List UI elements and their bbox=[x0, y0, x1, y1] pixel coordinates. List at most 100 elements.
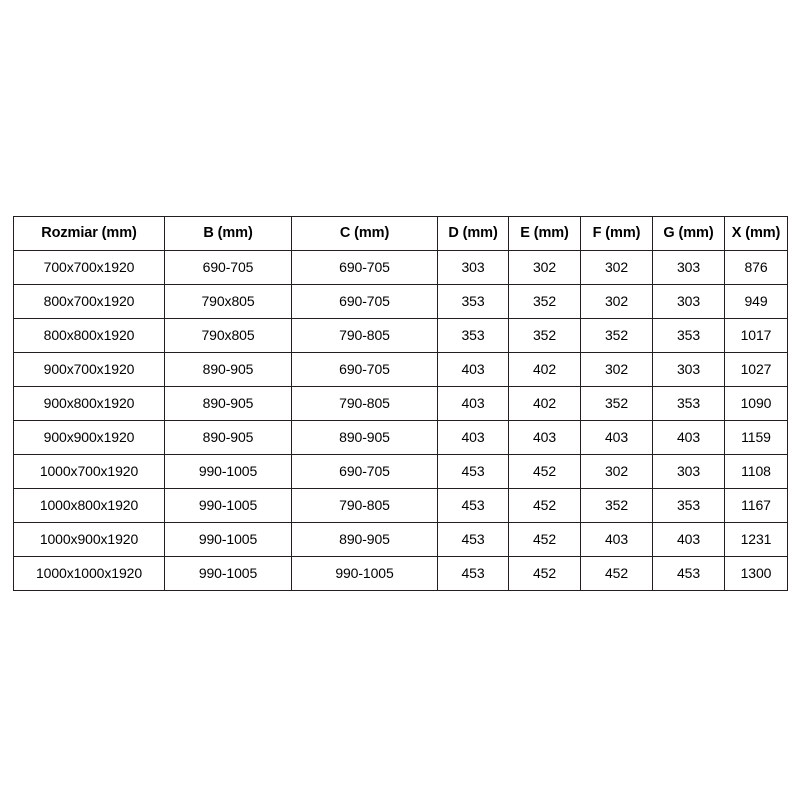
cell-g: 453 bbox=[652, 556, 725, 591]
cell-d: 453 bbox=[437, 454, 509, 489]
cell-g: 403 bbox=[652, 420, 725, 455]
column-header-c: C (mm) bbox=[291, 216, 438, 251]
table-row: 900x900x1920 890-905 890-905 403 403 403… bbox=[13, 420, 788, 455]
table-row: 1000x900x1920 990-1005 890-905 453 452 4… bbox=[13, 522, 788, 557]
cell-f: 352 bbox=[580, 386, 653, 421]
cell-b: 990-1005 bbox=[164, 488, 292, 523]
cell-rozmiar: 1000x1000x1920 bbox=[13, 556, 165, 591]
cell-b: 790x805 bbox=[164, 284, 292, 319]
cell-b: 990-1005 bbox=[164, 454, 292, 489]
cell-x: 1017 bbox=[724, 318, 788, 353]
cell-rozmiar: 900x700x1920 bbox=[13, 352, 165, 387]
column-header-x: X (mm) bbox=[724, 216, 788, 251]
column-header-f: F (mm) bbox=[580, 216, 653, 251]
specification-table-container: Rozmiar (mm) B (mm) C (mm) D (mm) E (mm)… bbox=[13, 216, 788, 591]
table-row: 900x800x1920 890-905 790-805 403 402 352… bbox=[13, 386, 788, 421]
cell-f: 302 bbox=[580, 250, 653, 285]
column-header-rozmiar: Rozmiar (mm) bbox=[13, 216, 165, 251]
cell-d: 353 bbox=[437, 318, 509, 353]
cell-e: 452 bbox=[508, 522, 581, 557]
table-header-row: Rozmiar (mm) B (mm) C (mm) D (mm) E (mm)… bbox=[13, 216, 788, 251]
cell-g: 303 bbox=[652, 250, 725, 285]
cell-c: 690-705 bbox=[291, 284, 438, 319]
cell-x: 1159 bbox=[724, 420, 788, 455]
column-header-b: B (mm) bbox=[164, 216, 292, 251]
cell-e: 352 bbox=[508, 318, 581, 353]
cell-g: 303 bbox=[652, 352, 725, 387]
cell-b: 690-705 bbox=[164, 250, 292, 285]
cell-f: 452 bbox=[580, 556, 653, 591]
cell-e: 452 bbox=[508, 454, 581, 489]
cell-f: 302 bbox=[580, 352, 653, 387]
cell-rozmiar: 800x700x1920 bbox=[13, 284, 165, 319]
cell-g: 403 bbox=[652, 522, 725, 557]
cell-rozmiar: 1000x800x1920 bbox=[13, 488, 165, 523]
cell-x: 949 bbox=[724, 284, 788, 319]
cell-d: 453 bbox=[437, 522, 509, 557]
cell-x: 1231 bbox=[724, 522, 788, 557]
cell-rozmiar: 900x900x1920 bbox=[13, 420, 165, 455]
specification-table: Rozmiar (mm) B (mm) C (mm) D (mm) E (mm)… bbox=[13, 216, 788, 591]
cell-f: 403 bbox=[580, 522, 653, 557]
cell-c: 690-705 bbox=[291, 352, 438, 387]
cell-g: 353 bbox=[652, 488, 725, 523]
cell-b: 890-905 bbox=[164, 352, 292, 387]
cell-f: 352 bbox=[580, 488, 653, 523]
cell-d: 403 bbox=[437, 352, 509, 387]
table-row: 1000x1000x1920 990-1005 990-1005 453 452… bbox=[13, 556, 788, 591]
cell-e: 452 bbox=[508, 556, 581, 591]
table-row: 1000x700x1920 990-1005 690-705 453 452 3… bbox=[13, 454, 788, 489]
cell-d: 303 bbox=[437, 250, 509, 285]
cell-d: 453 bbox=[437, 488, 509, 523]
column-header-d: D (mm) bbox=[437, 216, 509, 251]
table-row: 800x800x1920 790x805 790-805 353 352 352… bbox=[13, 318, 788, 353]
cell-c: 690-705 bbox=[291, 250, 438, 285]
cell-e: 452 bbox=[508, 488, 581, 523]
cell-b: 890-905 bbox=[164, 386, 292, 421]
cell-f: 302 bbox=[580, 284, 653, 319]
cell-c: 890-905 bbox=[291, 420, 438, 455]
cell-b: 790x805 bbox=[164, 318, 292, 353]
table-body: 700x700x1920 690-705 690-705 303 302 302… bbox=[13, 250, 788, 591]
table-row: 800x700x1920 790x805 690-705 353 352 302… bbox=[13, 284, 788, 319]
cell-b: 890-905 bbox=[164, 420, 292, 455]
table-row: 900x700x1920 890-905 690-705 403 402 302… bbox=[13, 352, 788, 387]
cell-c: 790-805 bbox=[291, 488, 438, 523]
cell-b: 990-1005 bbox=[164, 556, 292, 591]
cell-rozmiar: 900x800x1920 bbox=[13, 386, 165, 421]
cell-c: 790-805 bbox=[291, 386, 438, 421]
cell-e: 402 bbox=[508, 386, 581, 421]
cell-rozmiar: 1000x900x1920 bbox=[13, 522, 165, 557]
cell-rozmiar: 1000x700x1920 bbox=[13, 454, 165, 489]
cell-g: 303 bbox=[652, 284, 725, 319]
cell-e: 302 bbox=[508, 250, 581, 285]
cell-c: 790-805 bbox=[291, 318, 438, 353]
cell-x: 1300 bbox=[724, 556, 788, 591]
cell-g: 353 bbox=[652, 386, 725, 421]
cell-c: 690-705 bbox=[291, 454, 438, 489]
column-header-e: E (mm) bbox=[508, 216, 581, 251]
table-header: Rozmiar (mm) B (mm) C (mm) D (mm) E (mm)… bbox=[13, 216, 788, 251]
cell-x: 876 bbox=[724, 250, 788, 285]
cell-rozmiar: 700x700x1920 bbox=[13, 250, 165, 285]
cell-e: 402 bbox=[508, 352, 581, 387]
cell-x: 1090 bbox=[724, 386, 788, 421]
cell-f: 403 bbox=[580, 420, 653, 455]
cell-x: 1108 bbox=[724, 454, 788, 489]
cell-g: 353 bbox=[652, 318, 725, 353]
cell-rozmiar: 800x800x1920 bbox=[13, 318, 165, 353]
table-row: 1000x800x1920 990-1005 790-805 453 452 3… bbox=[13, 488, 788, 523]
cell-e: 403 bbox=[508, 420, 581, 455]
cell-x: 1027 bbox=[724, 352, 788, 387]
cell-c: 990-1005 bbox=[291, 556, 438, 591]
cell-d: 403 bbox=[437, 386, 509, 421]
cell-x: 1167 bbox=[724, 488, 788, 523]
column-header-g: G (mm) bbox=[652, 216, 725, 251]
cell-d: 353 bbox=[437, 284, 509, 319]
cell-f: 352 bbox=[580, 318, 653, 353]
cell-f: 302 bbox=[580, 454, 653, 489]
cell-d: 453 bbox=[437, 556, 509, 591]
table-row: 700x700x1920 690-705 690-705 303 302 302… bbox=[13, 250, 788, 285]
cell-e: 352 bbox=[508, 284, 581, 319]
cell-d: 403 bbox=[437, 420, 509, 455]
